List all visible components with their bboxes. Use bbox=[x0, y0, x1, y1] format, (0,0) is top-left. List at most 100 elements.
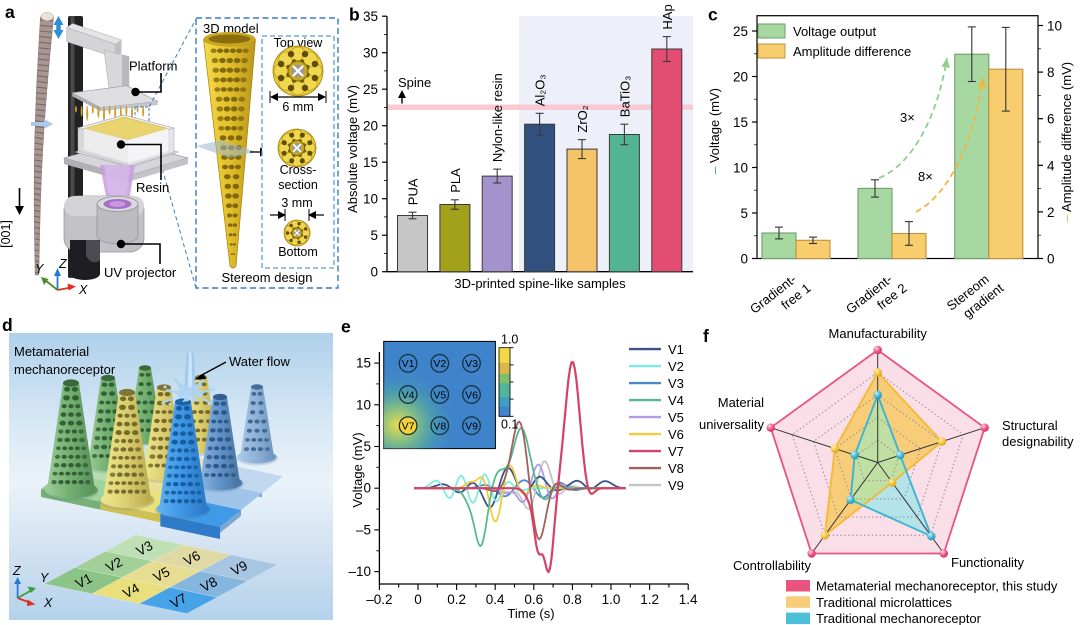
svg-text:V7: V7 bbox=[668, 444, 684, 459]
svg-text:Amplitude difference: Amplitude difference bbox=[793, 44, 911, 59]
svg-text:Resin: Resin bbox=[136, 180, 169, 195]
svg-text:15: 15 bbox=[363, 155, 378, 170]
svg-text:–5: –5 bbox=[356, 522, 371, 537]
svg-text:V2: V2 bbox=[668, 359, 684, 374]
svg-text:UV projector: UV projector bbox=[104, 265, 177, 280]
svg-text:V2: V2 bbox=[103, 554, 125, 575]
svg-text:– Voltage (mV): – Voltage (mV) bbox=[707, 88, 722, 174]
svg-text:0: 0 bbox=[363, 481, 371, 496]
svg-text:HAp: HAp bbox=[660, 4, 675, 29]
svg-text:15: 15 bbox=[356, 356, 371, 371]
svg-text:Structural: Structural bbox=[1002, 418, 1058, 433]
svg-text:V2: V2 bbox=[433, 358, 446, 370]
svg-text:[001]: [001] bbox=[0, 220, 13, 248]
svg-text:Absolute voltage (mV): Absolute voltage (mV) bbox=[345, 85, 360, 213]
svg-text:e: e bbox=[341, 317, 351, 337]
svg-text:X: X bbox=[43, 596, 53, 610]
svg-text:V5: V5 bbox=[668, 410, 684, 425]
svg-text:V1: V1 bbox=[73, 571, 95, 592]
svg-text:– Amplitude difference (mV): – Amplitude difference (mV) bbox=[1059, 62, 1074, 222]
svg-text:–0.2: –0.2 bbox=[366, 592, 392, 607]
svg-text:Metamaterial: Metamaterial bbox=[14, 344, 89, 359]
svg-text:V3: V3 bbox=[134, 538, 156, 559]
svg-text:3D-printed spine-like samples: 3D-printed spine-like samples bbox=[454, 276, 626, 291]
svg-text:V4: V4 bbox=[120, 580, 142, 601]
svg-text:0.6: 0.6 bbox=[524, 592, 543, 607]
svg-text:d: d bbox=[2, 315, 13, 335]
svg-text:4: 4 bbox=[1047, 158, 1055, 173]
svg-text:a: a bbox=[5, 2, 15, 22]
svg-text:PUA: PUA bbox=[406, 178, 421, 205]
svg-text:0: 0 bbox=[740, 252, 748, 267]
svg-text:Y: Y bbox=[40, 571, 50, 585]
svg-text:Traditional mechanoreceptor: Traditional mechanoreceptor bbox=[816, 611, 982, 625]
svg-text:Stereom design: Stereom design bbox=[221, 270, 312, 285]
svg-text:V3: V3 bbox=[668, 376, 684, 391]
svg-text:0.8: 0.8 bbox=[563, 592, 582, 607]
svg-text:V6: V6 bbox=[668, 427, 684, 442]
svg-text:V7: V7 bbox=[402, 421, 415, 433]
svg-text:5: 5 bbox=[363, 439, 371, 454]
svg-text:20: 20 bbox=[363, 119, 378, 134]
svg-text:10: 10 bbox=[733, 161, 748, 176]
svg-text:6 mm: 6 mm bbox=[282, 100, 313, 114]
svg-text:1.0: 1.0 bbox=[501, 333, 518, 347]
svg-text:V5: V5 bbox=[151, 564, 173, 585]
svg-text:V9: V9 bbox=[668, 478, 684, 493]
svg-text:5: 5 bbox=[740, 206, 748, 221]
svg-text:3D model: 3D model bbox=[203, 21, 259, 36]
svg-text:3×: 3× bbox=[900, 110, 915, 125]
svg-text:Z: Z bbox=[12, 564, 21, 578]
svg-text:Traditional microlattices: Traditional microlattices bbox=[816, 595, 953, 610]
svg-text:b: b bbox=[349, 5, 360, 25]
svg-text:3 mm: 3 mm bbox=[281, 196, 312, 210]
svg-text:Bottom: Bottom bbox=[278, 245, 318, 259]
svg-text:Time (s): Time (s) bbox=[507, 606, 554, 621]
svg-text:Voltage (mV): Voltage (mV) bbox=[350, 432, 365, 507]
svg-text:f: f bbox=[703, 326, 709, 346]
svg-text:Y: Y bbox=[35, 262, 45, 276]
svg-text:1.0: 1.0 bbox=[602, 592, 621, 607]
svg-text:designability: designability bbox=[1002, 434, 1074, 449]
svg-text:–10: –10 bbox=[348, 564, 371, 579]
svg-text:V9: V9 bbox=[228, 558, 250, 579]
svg-text:section: section bbox=[278, 178, 318, 192]
svg-text:V7: V7 bbox=[168, 590, 190, 611]
svg-text:V1: V1 bbox=[402, 358, 415, 370]
svg-text:V3: V3 bbox=[465, 358, 478, 370]
svg-text:X: X bbox=[78, 283, 88, 297]
svg-text:V6: V6 bbox=[181, 548, 203, 569]
svg-text:Functionality: Functionality bbox=[951, 555, 1024, 570]
svg-text:c: c bbox=[708, 5, 718, 25]
svg-text:25: 25 bbox=[733, 24, 748, 39]
svg-text:Metamaterial mechanoreceptor,: Metamaterial mechanoreceptor, this study bbox=[816, 579, 1058, 594]
svg-text:0: 0 bbox=[370, 265, 378, 280]
svg-text:1.4: 1.4 bbox=[679, 592, 698, 607]
svg-text:V8: V8 bbox=[198, 574, 220, 595]
svg-text:V4: V4 bbox=[668, 393, 684, 408]
svg-text:0.2: 0.2 bbox=[447, 592, 466, 607]
svg-text:Material: Material bbox=[718, 395, 764, 410]
svg-text:universality: universality bbox=[699, 417, 765, 432]
svg-text:10: 10 bbox=[356, 397, 371, 412]
svg-text:Al₂O₃: Al₂O₃ bbox=[533, 74, 548, 106]
svg-text:Controllability: Controllability bbox=[733, 558, 812, 573]
svg-text:Nylon-like resin: Nylon-like resin bbox=[490, 73, 505, 162]
svg-text:5: 5 bbox=[370, 228, 378, 243]
svg-text:Cross-: Cross- bbox=[280, 163, 317, 177]
svg-text:Top view: Top view bbox=[274, 36, 324, 50]
svg-text:6: 6 bbox=[1047, 112, 1055, 127]
svg-text:20: 20 bbox=[733, 70, 748, 85]
svg-text:V8: V8 bbox=[668, 461, 684, 476]
svg-text:1.2: 1.2 bbox=[640, 592, 659, 607]
svg-text:V5: V5 bbox=[433, 389, 446, 401]
svg-text:0.4: 0.4 bbox=[486, 592, 505, 607]
svg-text:25: 25 bbox=[363, 82, 378, 97]
svg-text:8: 8 bbox=[1047, 65, 1055, 80]
svg-text:10: 10 bbox=[1047, 19, 1062, 34]
svg-text:0: 0 bbox=[414, 592, 422, 607]
svg-text:V6: V6 bbox=[465, 389, 478, 401]
svg-text:BaTiO₃: BaTiO₃ bbox=[617, 76, 632, 118]
svg-text:0: 0 bbox=[1047, 252, 1055, 267]
svg-text:mechanoreceptor: mechanoreceptor bbox=[14, 362, 116, 377]
